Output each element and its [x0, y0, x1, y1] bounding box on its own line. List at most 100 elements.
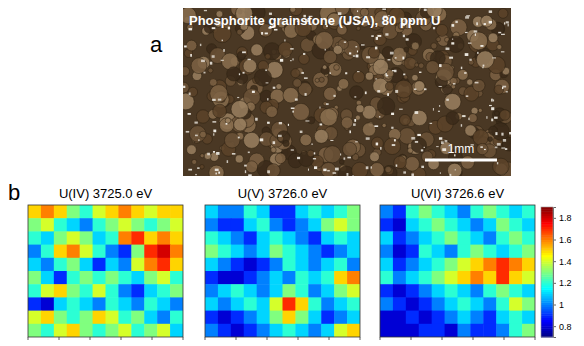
cell	[445, 324, 458, 337]
grain	[187, 145, 197, 155]
cell	[157, 245, 170, 259]
cell	[483, 284, 496, 298]
cell	[419, 271, 432, 285]
speck	[260, 138, 264, 141]
grain	[457, 69, 468, 80]
tick	[236, 337, 237, 340]
speck	[453, 83, 455, 84]
cell	[106, 258, 119, 272]
cell	[483, 258, 496, 272]
grain	[461, 156, 474, 169]
cell	[41, 284, 54, 298]
cell	[67, 231, 80, 245]
cell	[470, 311, 483, 325]
cell	[131, 324, 144, 337]
grain	[315, 32, 333, 50]
grain	[188, 87, 198, 97]
cell	[54, 218, 67, 232]
cell	[106, 311, 119, 325]
grain	[254, 69, 271, 86]
cell	[393, 311, 406, 325]
cell	[283, 324, 296, 337]
cell	[67, 324, 80, 337]
speck	[346, 173, 348, 176]
speck	[355, 46, 357, 47]
cell	[432, 324, 445, 337]
cell	[41, 218, 54, 232]
cell	[170, 205, 183, 219]
speck	[379, 116, 380, 117]
cell	[334, 218, 347, 232]
grain	[283, 140, 289, 146]
cell	[458, 311, 471, 325]
cell	[67, 245, 80, 259]
cell	[170, 231, 183, 245]
cell	[522, 205, 535, 219]
cell	[308, 324, 321, 337]
tick	[152, 337, 153, 340]
cell	[432, 218, 445, 232]
speck	[274, 29, 277, 31]
grain	[385, 82, 393, 90]
speck	[215, 169, 219, 171]
cell	[67, 258, 80, 272]
speck	[361, 44, 365, 45]
cell	[244, 271, 257, 285]
cell	[118, 297, 131, 311]
cell	[218, 297, 231, 311]
cell	[54, 205, 67, 219]
cell	[231, 231, 244, 245]
cell	[470, 324, 483, 337]
grain	[412, 74, 419, 81]
speck	[357, 10, 358, 12]
panel-a: aPhosphorite grainstone (USA), 80 ppm U1…	[150, 1, 516, 183]
speck	[204, 10, 207, 11]
grain	[266, 106, 277, 117]
speck	[237, 97, 239, 98]
cell	[295, 231, 308, 245]
colorbar-frame	[541, 207, 553, 337]
cell	[509, 311, 522, 325]
speck	[355, 141, 358, 142]
cell	[118, 218, 131, 232]
heatmap: U(IV) 3725.0 eV	[28, 186, 184, 340]
cell	[131, 231, 144, 245]
speck	[501, 133, 503, 136]
speck	[183, 86, 185, 88]
speck	[465, 53, 469, 56]
cell	[170, 218, 183, 232]
speck	[186, 131, 190, 133]
cell	[257, 258, 270, 272]
speck	[327, 170, 330, 172]
cell	[41, 324, 54, 337]
tick: 1	[553, 300, 564, 310]
speck	[252, 91, 255, 93]
speck	[232, 153, 235, 155]
cell	[205, 297, 218, 311]
speck	[189, 28, 193, 30]
grain	[426, 61, 439, 74]
speck	[291, 108, 295, 110]
cell	[270, 205, 283, 219]
speck	[501, 51, 504, 52]
cell	[458, 245, 471, 259]
speck	[248, 59, 251, 60]
speck	[273, 87, 276, 89]
cell	[257, 297, 270, 311]
caption: Phosphorite grainstone (USA), 80 ppm U	[189, 13, 440, 28]
speck	[446, 48, 450, 50]
cell	[118, 231, 131, 245]
panel-label: b	[8, 180, 20, 205]
chart-title: U(IV) 3725.0 eV	[59, 186, 153, 201]
speck	[375, 47, 377, 50]
speck	[446, 99, 449, 101]
speck	[455, 21, 457, 23]
cell	[54, 258, 67, 272]
speck	[278, 135, 282, 137]
tick	[473, 337, 474, 340]
cell	[283, 231, 296, 245]
cell	[257, 311, 270, 325]
cell	[205, 324, 218, 337]
grain	[471, 107, 478, 114]
grain	[191, 58, 207, 74]
